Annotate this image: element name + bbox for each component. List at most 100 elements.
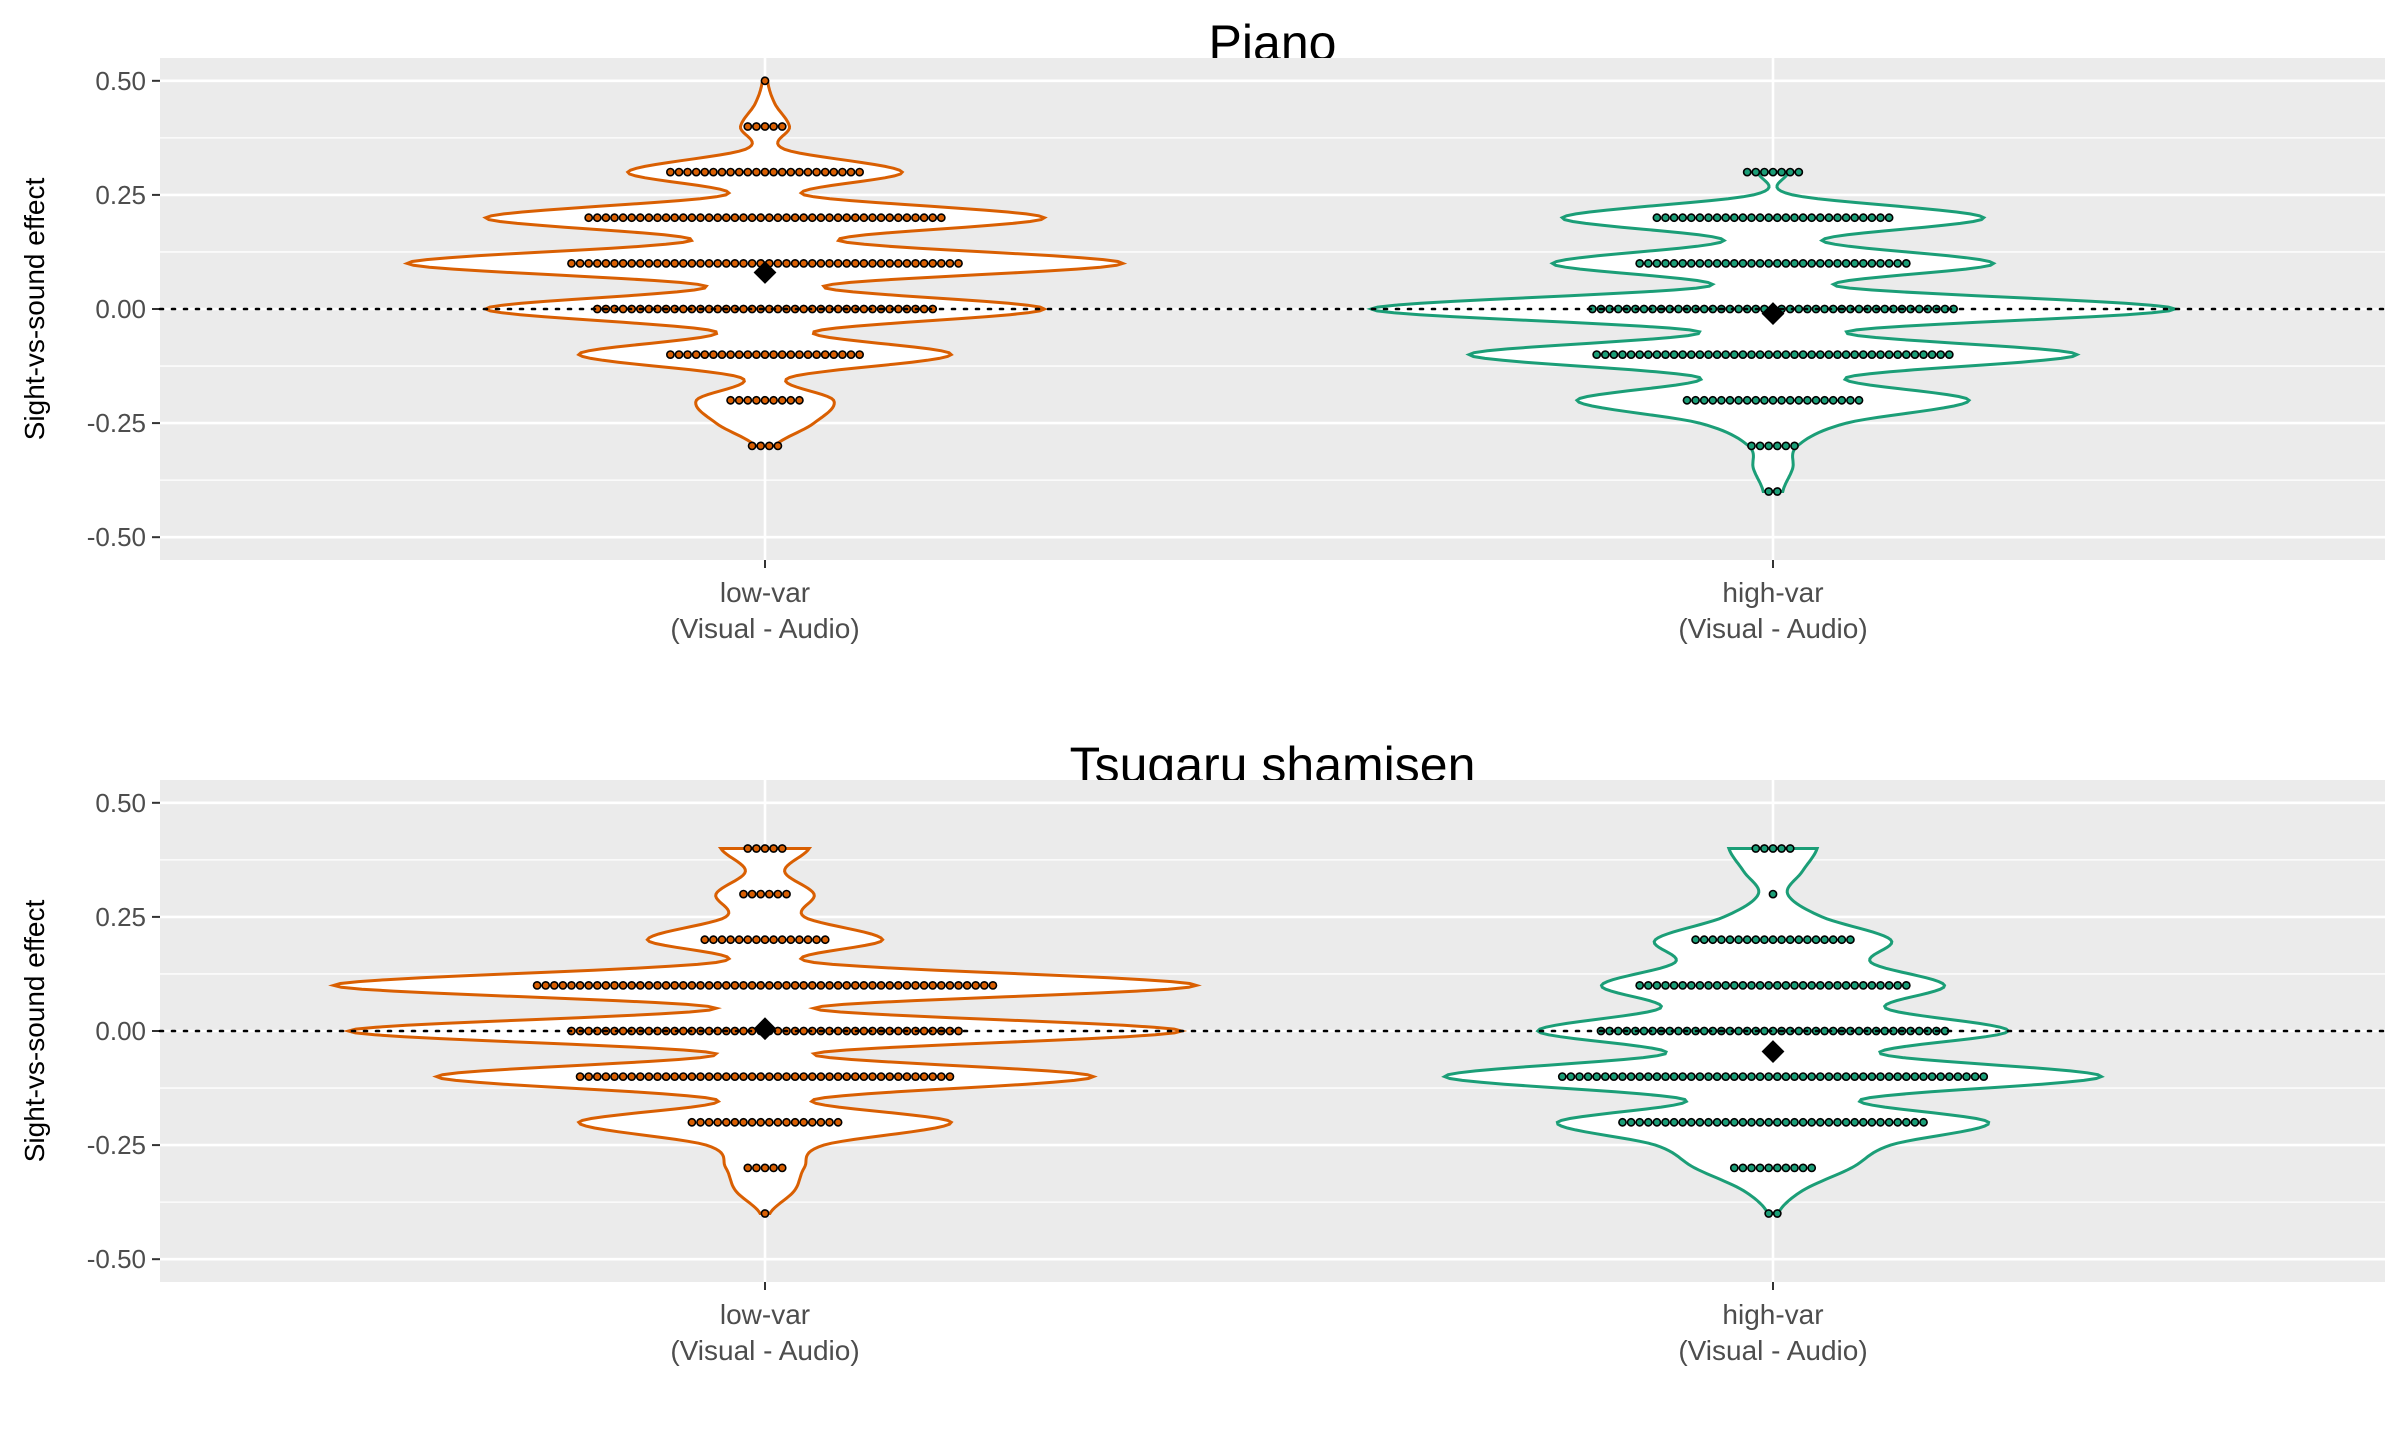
data-point [1592,1072,1602,1081]
data-point [1781,258,1791,268]
data-point [760,1163,770,1173]
data-point [1764,1163,1774,1173]
data-point [1643,350,1653,359]
data-point [644,258,654,268]
data-point [1729,1163,1739,1173]
data-point [807,981,817,990]
data-point [1798,1163,1808,1173]
data-point [1850,350,1860,359]
data-point [1867,1072,1877,1081]
data-point [743,935,753,945]
data-point [1777,395,1786,405]
data-point [1764,258,1774,268]
data-point [1764,1072,1774,1081]
data-point [575,981,585,990]
data-point [678,1026,688,1036]
data-point [1678,213,1688,223]
data-point [618,304,628,314]
data-point [683,350,692,359]
data-point [1600,350,1610,359]
data-point [842,213,852,223]
data-point [1652,350,1662,359]
data-point [807,1117,817,1127]
data-point [747,441,757,451]
data-point [885,213,895,223]
data-point [661,258,671,268]
data-point [868,258,877,268]
data-point [773,889,783,899]
data-point [700,350,710,359]
data-point [709,935,718,945]
data-point [1678,1072,1688,1081]
data-point [893,1072,903,1081]
data-point [876,1072,886,1081]
data-point [610,1072,619,1081]
data-point [678,213,688,223]
data-point [1721,1117,1731,1127]
y-tick-label: 0.50 [95,66,146,96]
data-point [799,981,809,990]
data-point [919,213,929,223]
data-point [1867,258,1877,268]
data-point [1717,935,1726,945]
data-point [549,981,559,990]
data-point [734,350,744,359]
data-point [807,1072,817,1081]
data-point [1781,1117,1791,1127]
data-point [739,213,748,223]
data-point [859,258,869,268]
data-point [1712,213,1722,223]
data-point [1661,1072,1670,1081]
data-point [1893,1072,1903,1081]
data-point [1695,1072,1705,1081]
y-tick-label: -0.50 [87,1244,146,1274]
data-point [799,1026,809,1036]
data-point [842,258,852,268]
y-tick-label: 0.25 [95,180,146,210]
data-point [1725,395,1735,405]
data-point [782,213,791,223]
data-point [1686,258,1696,268]
data-point [713,981,723,990]
data-point [726,935,735,945]
data-point [1841,981,1851,990]
data-point [1828,935,1838,945]
data-point [893,981,903,990]
data-point [1661,1117,1670,1127]
data-point [1901,350,1911,359]
data-point [1790,258,1799,268]
data-point [919,981,929,990]
data-point [1643,258,1653,268]
data-point [1807,213,1817,223]
data-point [1772,213,1782,223]
data-point [833,1072,843,1081]
data-point [721,1117,731,1127]
data-point [1635,1072,1645,1081]
data-point [769,1163,778,1173]
data-point [850,258,860,268]
data-point [786,167,796,177]
data-point [1785,844,1795,853]
data-point [1850,213,1860,223]
data-point [1781,441,1791,451]
data-point [1747,213,1756,223]
data-point [1824,1072,1834,1081]
x-tick-label-line2: (Visual - Audio) [670,1335,859,1366]
data-point [838,167,847,177]
data-point [1729,213,1739,223]
data-point [812,935,821,945]
data-point [760,122,770,131]
data-point [1686,1072,1696,1081]
data-point [1893,350,1903,359]
data-point [1669,1072,1679,1081]
y-tick-label: 0.50 [95,788,146,818]
data-point [936,258,946,268]
data-point [1910,350,1920,359]
data-point [1661,258,1670,268]
data-point [1635,258,1645,268]
data-point [541,981,551,990]
data-point [1876,1117,1885,1127]
data-point [1704,1072,1713,1081]
mean-marker [753,261,777,284]
data-point [696,213,705,223]
